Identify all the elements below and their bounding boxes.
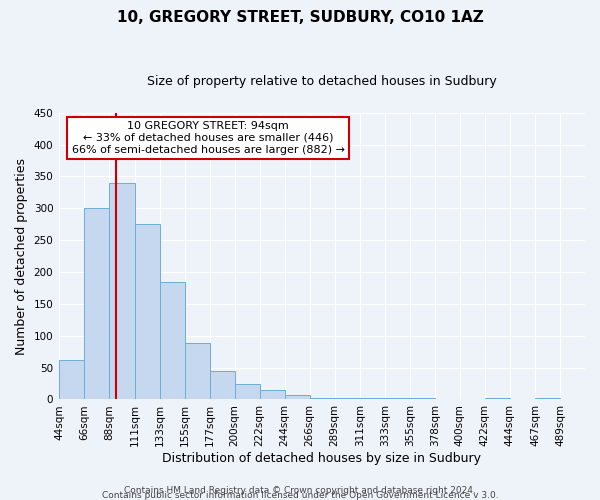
- X-axis label: Distribution of detached houses by size in Sudbury: Distribution of detached houses by size …: [162, 452, 481, 465]
- Bar: [235, 384, 260, 400]
- Bar: [535, 398, 560, 400]
- Title: Size of property relative to detached houses in Sudbury: Size of property relative to detached ho…: [147, 75, 496, 88]
- Bar: [185, 344, 209, 400]
- Text: Contains public sector information licensed under the Open Government Licence v : Contains public sector information licen…: [101, 491, 499, 500]
- Bar: [109, 183, 134, 400]
- Bar: [410, 398, 435, 400]
- Bar: [284, 395, 310, 400]
- Y-axis label: Number of detached properties: Number of detached properties: [15, 158, 28, 354]
- Bar: [59, 360, 85, 400]
- Bar: [385, 398, 410, 400]
- Bar: [310, 398, 335, 400]
- Bar: [260, 390, 284, 400]
- Text: Contains HM Land Registry data © Crown copyright and database right 2024.: Contains HM Land Registry data © Crown c…: [124, 486, 476, 495]
- Bar: [360, 398, 385, 400]
- Bar: [134, 224, 160, 400]
- Bar: [160, 282, 185, 400]
- Text: 10 GREGORY STREET: 94sqm
← 33% of detached houses are smaller (446)
66% of semi-: 10 GREGORY STREET: 94sqm ← 33% of detach…: [72, 122, 345, 154]
- Text: 10, GREGORY STREET, SUDBURY, CO10 1AZ: 10, GREGORY STREET, SUDBURY, CO10 1AZ: [116, 10, 484, 25]
- Bar: [85, 208, 109, 400]
- Bar: [209, 371, 235, 400]
- Bar: [485, 398, 510, 400]
- Bar: [335, 398, 360, 400]
